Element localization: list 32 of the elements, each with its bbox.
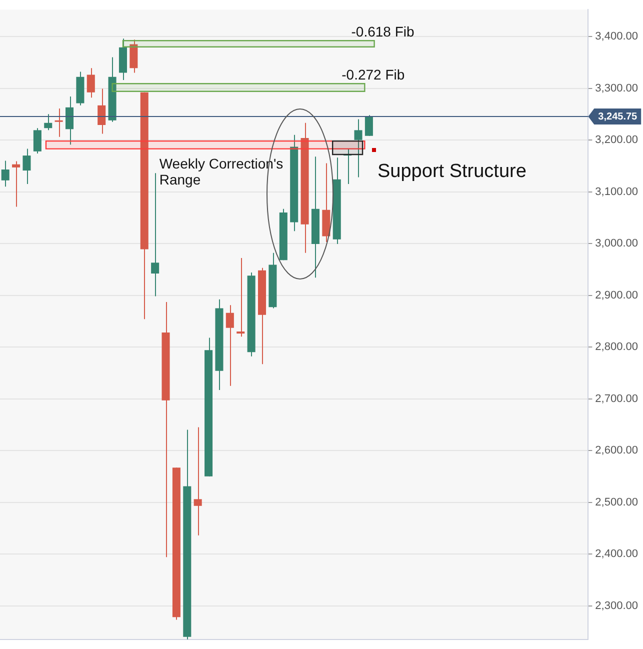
y-tick-label: 3,300.00 [595, 82, 638, 94]
y-tick-label: 3,000.00 [595, 238, 638, 250]
y-tick-label: 2,800.00 [595, 341, 638, 354]
candlestick [22, 148, 31, 184]
candlestick [98, 88, 106, 134]
candlestick [194, 426, 202, 536]
band-label: -0.618 Fib [351, 24, 414, 40]
candlestick [130, 39, 138, 74]
band-label: -0.272 Fib [342, 66, 405, 82]
y-tick-label: 2,900.00 [595, 289, 638, 302]
candlestick [33, 128, 42, 154]
candlestick [151, 172, 160, 297]
y-tick-label: 2,600.00 [595, 444, 638, 457]
candlestick [236, 258, 245, 338]
candlestick [54, 108, 63, 138]
y-tick-label: 3,200.00 [595, 134, 638, 146]
candlestick [66, 96, 74, 146]
y-tick-label: 3,100.00 [595, 186, 638, 198]
y-tick-label: 2,500.00 [595, 496, 638, 508]
candlestick [226, 304, 234, 386]
y-tick-label: 2,700.00 [595, 392, 638, 405]
candlestick [86, 68, 95, 98]
y-tick-label: 2,300.00 [595, 600, 638, 612]
candlestick [354, 118, 362, 178]
annotation: Support Structure [378, 160, 526, 182]
candlestick [1, 160, 10, 188]
candlestick [44, 114, 52, 131]
candlestick [12, 160, 20, 208]
ref-line-label: 3,245.75 [598, 111, 638, 122]
y-tick-label: 2,400.00 [595, 548, 638, 560]
candlestick [364, 114, 373, 136]
y-tick-label: 3,400.00 [595, 30, 638, 43]
